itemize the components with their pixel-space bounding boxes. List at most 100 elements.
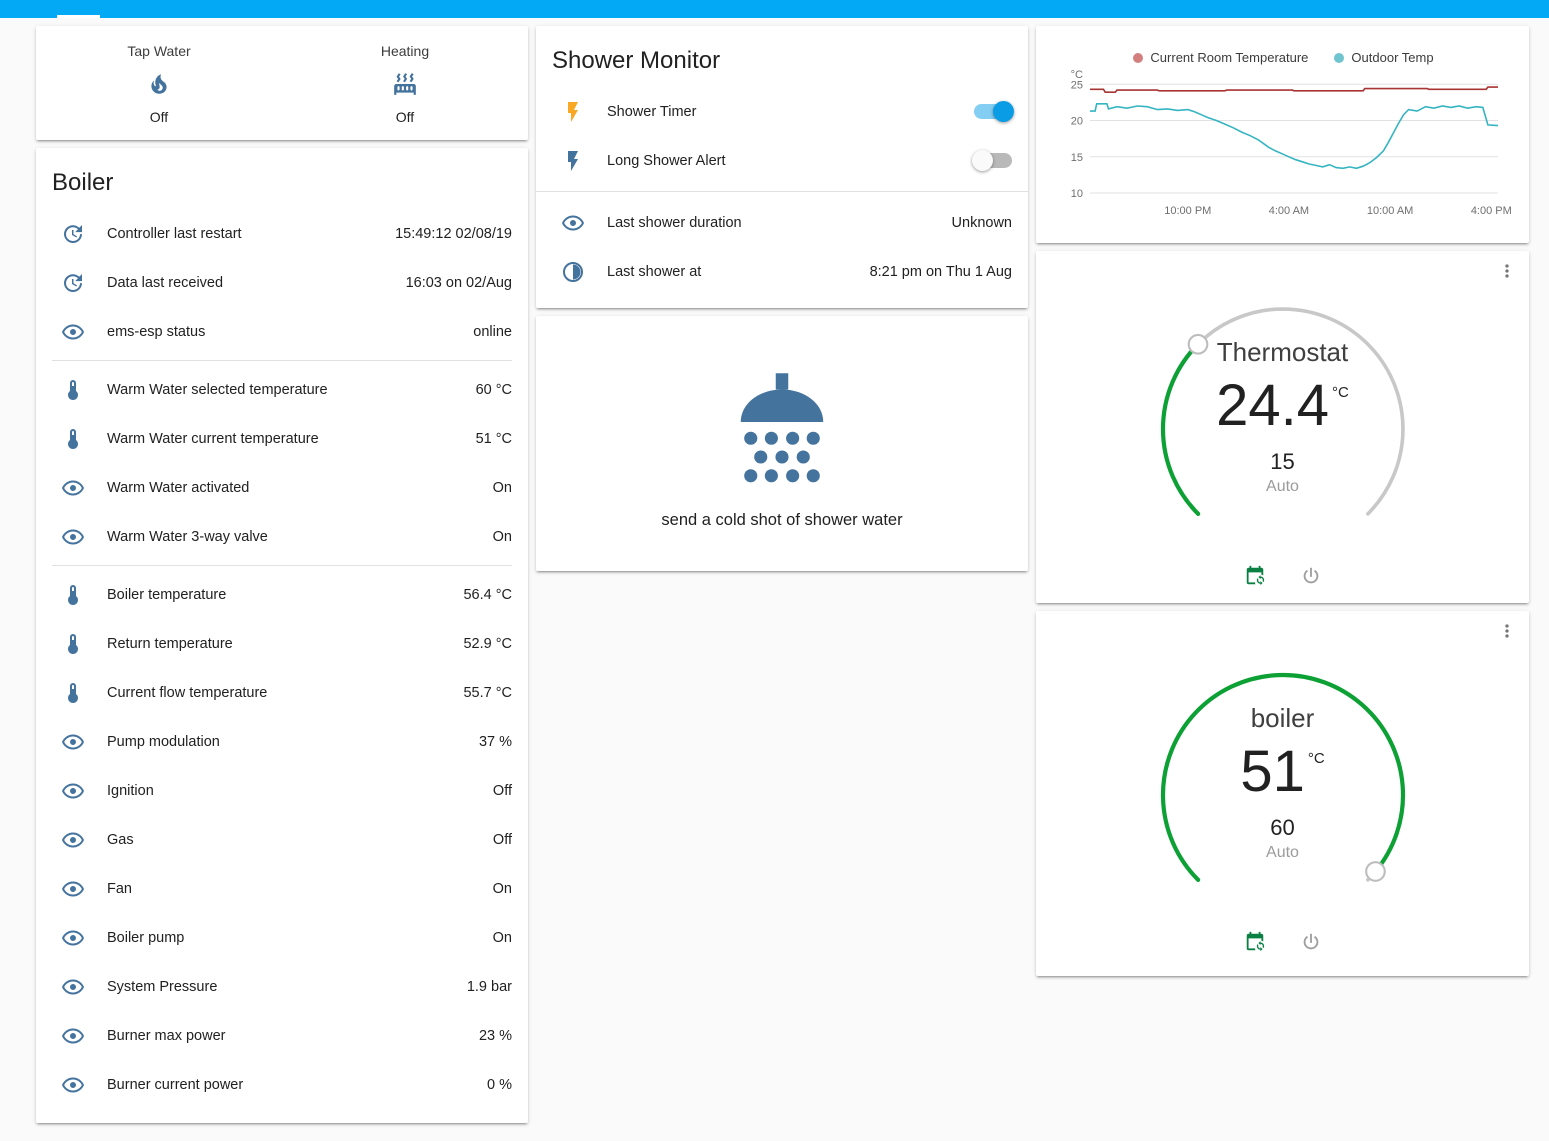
power-icon[interactable] xyxy=(1300,931,1322,953)
glance-state: Off xyxy=(395,109,415,125)
entity-row[interactable]: Gas Off xyxy=(36,815,528,864)
update-icon xyxy=(61,271,85,295)
app-header xyxy=(0,0,1549,18)
entity-value: 23 % xyxy=(478,1027,512,1044)
entity-value: On xyxy=(492,880,512,897)
entity-label: Long Shower Alert xyxy=(607,152,726,169)
entity-value: On xyxy=(492,528,512,545)
thermostat-card: Thermostat 24.4 °C 15 Auto xyxy=(1036,251,1529,603)
entity-row[interactable]: System Pressure 1.9 bar xyxy=(36,962,528,1011)
legend-dot xyxy=(1334,52,1345,63)
entity-row[interactable]: Warm Water current temperature 51 °C xyxy=(36,414,528,463)
dial-track-active[interactable] xyxy=(1160,342,1200,516)
view-tab[interactable] xyxy=(57,15,100,18)
entity-label: Data last received xyxy=(107,274,224,291)
toggle-switch[interactable] xyxy=(972,150,1012,171)
entity-label: Controller last restart xyxy=(107,225,242,242)
boiler-gauge-card: boiler 51 °C 60 Auto xyxy=(1036,611,1529,976)
entity-row[interactable]: Warm Water selected temperature 60 °C xyxy=(36,365,528,414)
entity-label: Warm Water 3-way valve xyxy=(107,528,268,545)
current-temperature-value: 24.4 xyxy=(1216,373,1330,438)
entity-label: Pump modulation xyxy=(107,733,220,750)
toggle-row: Shower Timer xyxy=(536,87,1028,136)
entity-label: Gas xyxy=(107,831,134,848)
eye-icon xyxy=(61,1024,85,1048)
eye-icon xyxy=(61,828,85,852)
svg-text:10: 10 xyxy=(1071,188,1083,200)
shower-monitor-card: Shower Monitor Shower Timer Long Shower A… xyxy=(536,26,1028,308)
entity-value: 16:03 on 02/Aug xyxy=(405,274,512,291)
toggle-row: Long Shower Alert xyxy=(536,136,1028,185)
entity-value: 15:49:12 02/08/19 xyxy=(395,225,512,242)
entity-value: On xyxy=(492,929,512,946)
svg-text:25: 25 xyxy=(1071,79,1083,91)
flash-icon xyxy=(561,149,585,173)
flash-icon xyxy=(561,100,585,124)
eye-icon xyxy=(61,730,85,754)
more-options-icon[interactable] xyxy=(1497,621,1517,641)
calendar-sync-icon[interactable] xyxy=(1244,565,1266,587)
entity-row[interactable]: Warm Water activated On xyxy=(36,463,528,512)
legend-dot xyxy=(1133,52,1144,63)
dial-knob[interactable] xyxy=(1187,333,1208,355)
boiler-dial: boiler 51 °C 60 Auto xyxy=(1133,645,1433,952)
power-icon[interactable] xyxy=(1300,565,1322,587)
action-label: send a cold shot of shower water xyxy=(661,511,903,529)
shower-action-card[interactable]: send a cold shot of shower water xyxy=(536,316,1028,571)
boiler-actions xyxy=(1133,931,1433,953)
glance-item[interactable]: Heating Off xyxy=(282,43,528,125)
entity-row[interactable]: Return temperature 52.9 °C xyxy=(36,619,528,668)
entity-row[interactable]: Burner max power 23 % xyxy=(36,1011,528,1060)
eye-icon xyxy=(61,975,85,999)
entity-row[interactable]: Boiler pump On xyxy=(36,913,528,962)
target-temperature: 60 xyxy=(1270,814,1295,840)
entity-value: Unknown xyxy=(951,214,1012,231)
entity-label: Fan xyxy=(107,880,132,897)
eye-icon xyxy=(61,320,85,344)
entity-value: 56.4 °C xyxy=(463,586,512,603)
hvac-mode: Auto xyxy=(1266,843,1299,861)
dial-track-rest[interactable] xyxy=(1195,307,1405,516)
legend-item: Current Room Temperature xyxy=(1133,50,1308,65)
divider xyxy=(52,360,512,361)
entity-row[interactable]: Fan On xyxy=(36,864,528,913)
entity-row[interactable]: Last shower at 8:21 pm on Thu 1 Aug xyxy=(536,247,1028,296)
entity-label: System Pressure xyxy=(107,978,218,995)
more-options-icon[interactable] xyxy=(1497,261,1517,281)
entity-row[interactable]: ems-esp status online xyxy=(36,307,528,356)
entity-row[interactable]: Burner current power 0 % xyxy=(36,1060,528,1109)
glance-item[interactable]: Tap Water Off xyxy=(36,43,282,125)
hvac-mode: Auto xyxy=(1266,477,1299,495)
entity-row[interactable]: Boiler temperature 56.4 °C xyxy=(36,570,528,619)
entity-row[interactable]: Data last received 16:03 on 02/Aug xyxy=(36,258,528,307)
entity-value: 37 % xyxy=(478,733,512,750)
entity-value: 1.9 bar xyxy=(466,978,512,995)
entity-row[interactable]: Ignition Off xyxy=(36,766,528,815)
entity-label: Last shower at xyxy=(607,263,702,280)
entity-row[interactable]: Warm Water 3-way valve On xyxy=(36,512,528,561)
calendar-sync-icon[interactable] xyxy=(1244,931,1266,953)
thermostat-readout: Thermostat 24.4 °C 15 Auto xyxy=(1133,279,1433,579)
eye-icon xyxy=(61,1073,85,1097)
glance-card: Tap Water Off Heating Off xyxy=(36,26,528,140)
divider xyxy=(52,565,512,566)
dial-knob[interactable] xyxy=(1364,861,1386,882)
entity-label: Return temperature xyxy=(107,635,233,652)
chart-legend: Current Room Temperature Outdoor Temp xyxy=(1046,50,1521,65)
boiler-card: Boiler Controller last restart 15:49:12 0… xyxy=(36,148,528,1123)
entity-row[interactable]: Controller last restart 15:49:12 02/08/19 xyxy=(36,209,528,258)
entity-value: Off xyxy=(492,782,512,799)
current-temperature-value: 51 xyxy=(1240,739,1305,804)
history-chart-card: Current Room Temperature Outdoor Temp 10 1… xyxy=(1036,26,1529,243)
toggle-list: Shower Timer Long Shower Alert xyxy=(536,87,1028,185)
dial-track-active[interactable] xyxy=(1160,672,1405,882)
temperature-chart-svg: 10 15 20 25°C 10:00 PM 4:00 AM 10:00 AM 4:00 PM xyxy=(1071,69,1512,217)
thermometer-icon xyxy=(61,378,85,402)
dial-track xyxy=(1160,307,1405,516)
toggle-switch[interactable] xyxy=(974,101,1014,122)
entity-label: Warm Water activated xyxy=(107,479,250,496)
thermometer-icon xyxy=(61,632,85,656)
entity-row[interactable]: Last shower duration Unknown xyxy=(536,198,1028,247)
entity-row[interactable]: Current flow temperature 55.7 °C xyxy=(36,668,528,717)
entity-row[interactable]: Pump modulation 37 % xyxy=(36,717,528,766)
